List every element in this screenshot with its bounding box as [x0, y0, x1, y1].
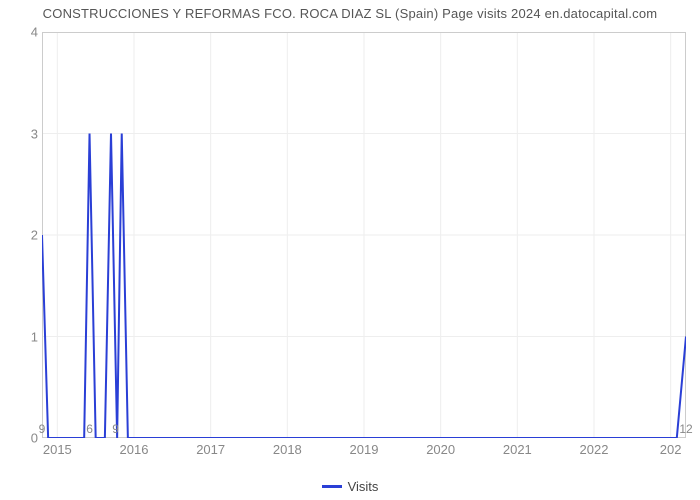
- chart-title: CONSTRUCCIONES Y REFORMAS FCO. ROCA DIAZ…: [0, 6, 700, 21]
- x-tick-label: 2021: [503, 442, 532, 457]
- chart-svg: [42, 32, 686, 438]
- x-tick-label: 2017: [196, 442, 225, 457]
- chart-plot-area: [42, 32, 686, 438]
- data-annotation: 12: [679, 422, 692, 436]
- data-annotation: 6: [86, 422, 93, 436]
- y-tick-label: 1: [8, 329, 38, 344]
- x-tick-label: 2016: [120, 442, 149, 457]
- x-tick-label: 202: [660, 442, 682, 457]
- x-tick-label: 2019: [350, 442, 379, 457]
- data-annotation: 9: [112, 422, 119, 436]
- y-tick-label: 2: [8, 228, 38, 243]
- x-tick-label: 2018: [273, 442, 302, 457]
- y-tick-label: 3: [8, 126, 38, 141]
- x-tick-label: 2020: [426, 442, 455, 457]
- y-tick-label: 4: [8, 25, 38, 40]
- chart-container: CONSTRUCCIONES Y REFORMAS FCO. ROCA DIAZ…: [0, 0, 700, 500]
- y-tick-label: 0: [8, 431, 38, 446]
- x-tick-label: 2022: [580, 442, 609, 457]
- legend-label: Visits: [348, 479, 379, 494]
- data-annotation: 9: [39, 422, 46, 436]
- legend-swatch: [322, 485, 342, 488]
- legend: Visits: [0, 479, 700, 494]
- x-tick-label: 2015: [43, 442, 72, 457]
